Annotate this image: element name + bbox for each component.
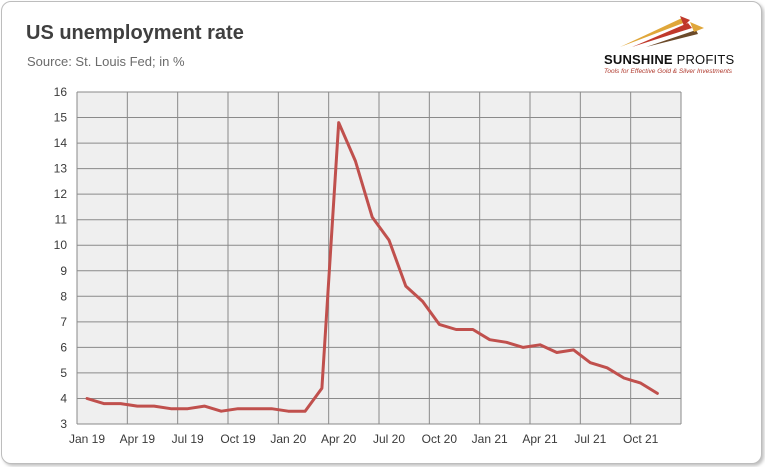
x-tick-label: Apr 19 bbox=[120, 432, 156, 446]
y-tick-label: 8 bbox=[60, 289, 67, 303]
y-tick-label: 9 bbox=[60, 264, 67, 278]
y-tick-label: 4 bbox=[60, 391, 67, 405]
y-tick-label: 15 bbox=[54, 111, 68, 125]
y-tick-label: 11 bbox=[55, 213, 68, 227]
y-tick-label: 3 bbox=[60, 417, 67, 431]
x-tick-label: Oct 20 bbox=[422, 432, 458, 446]
chart-title: US unemployment rate bbox=[26, 22, 244, 44]
y-tick-label: 13 bbox=[54, 162, 68, 176]
x-tick-label: Jan 19 bbox=[69, 432, 105, 446]
y-tick-label: 5 bbox=[60, 366, 67, 380]
x-tick-label: Jan 20 bbox=[270, 432, 306, 446]
x-tick-label: Apr 20 bbox=[321, 432, 357, 446]
logo-wordmark: SUNSHINE PROFITS bbox=[604, 52, 735, 67]
x-tick-label: Apr 21 bbox=[522, 432, 558, 446]
x-tick-label: Jul 20 bbox=[373, 432, 405, 446]
y-tick-label: 7 bbox=[60, 315, 67, 329]
chart-subtitle: Source: St. Louis Fed; in % bbox=[27, 54, 185, 69]
sunshine-profits-logo: SUNSHINE PROFITS Tools for Effective Gol… bbox=[600, 14, 750, 76]
y-tick-label: 14 bbox=[54, 136, 68, 150]
x-tick-label: Oct 21 bbox=[623, 432, 659, 446]
x-tick-label: Jan 21 bbox=[472, 432, 508, 446]
x-tick-label: Oct 19 bbox=[220, 432, 256, 446]
logo-tagline: Tools for Effective Gold & Silver Invest… bbox=[604, 68, 733, 75]
y-tick-label: 6 bbox=[60, 340, 67, 354]
y-tick-label: 10 bbox=[54, 238, 68, 252]
y-tick-label: 12 bbox=[54, 187, 68, 201]
unemployment-rate-line bbox=[85, 121, 659, 413]
sun-rays-icon bbox=[620, 16, 704, 47]
x-tick-label: Jul 19 bbox=[172, 432, 204, 446]
y-tick-label: 16 bbox=[54, 85, 68, 99]
x-tick-label: Jul 21 bbox=[574, 432, 606, 446]
